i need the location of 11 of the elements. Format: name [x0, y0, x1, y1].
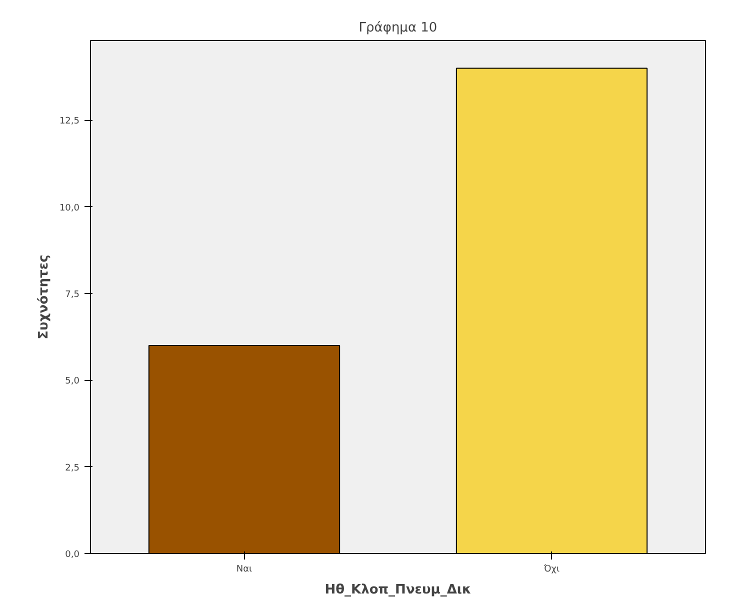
- x-axis-title: Ηθ_Κλοπ_Πνευμ_Δικ: [324, 582, 472, 598]
- y-tick-label: 12,5: [59, 116, 80, 127]
- x-tick-label: Όχι: [542, 564, 560, 574]
- y-tick-label: 5,0: [65, 376, 80, 387]
- y-tick-label: 2,5: [65, 463, 80, 474]
- y-tick-label: 7,5: [65, 290, 80, 300]
- chart-title: Γράφημα 10: [358, 20, 438, 36]
- y-axis-title: Συχνότητες: [36, 254, 52, 340]
- x-tick-label: Ναι: [236, 564, 252, 574]
- y-tick-label: 0,0: [65, 550, 80, 560]
- y-tick-label: 10,0: [59, 203, 80, 214]
